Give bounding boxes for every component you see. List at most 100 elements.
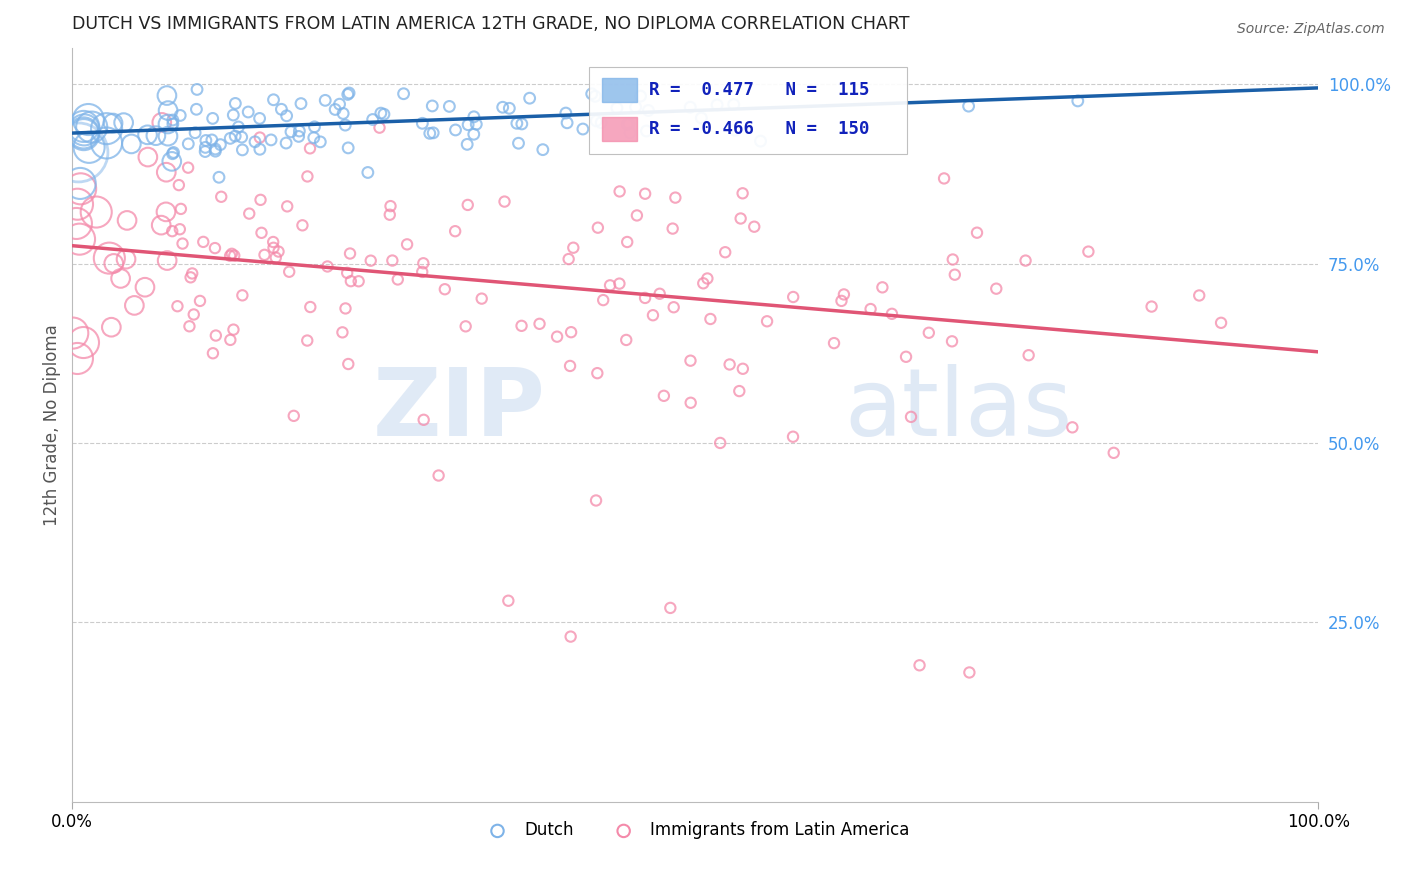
Point <box>155 205 177 219</box>
Point <box>170 202 193 216</box>
Legend: Dutch, Immigrants from Latin America: Dutch, Immigrants from Latin America <box>474 814 917 846</box>
Point <box>184 126 207 140</box>
Point <box>661 221 683 235</box>
Point <box>262 235 284 249</box>
Point <box>832 287 855 301</box>
Point <box>193 235 215 249</box>
Point <box>224 129 246 144</box>
Point <box>80 120 103 134</box>
Point <box>616 235 638 249</box>
Point <box>900 409 922 424</box>
Point <box>156 253 179 268</box>
Point <box>309 135 332 149</box>
Point <box>427 468 450 483</box>
Point <box>66 197 89 211</box>
Point <box>337 357 360 371</box>
Point <box>72 126 94 140</box>
Point <box>298 141 321 155</box>
Point <box>510 318 533 333</box>
Y-axis label: 12th Grade, No Diploma: 12th Grade, No Diploma <box>44 324 60 526</box>
Point <box>557 252 579 266</box>
Point <box>204 241 226 255</box>
Point <box>283 409 305 423</box>
Point <box>120 136 142 151</box>
Point <box>287 129 309 144</box>
Point <box>872 280 894 294</box>
Point <box>335 301 357 316</box>
Point <box>260 133 283 147</box>
Point <box>444 224 467 238</box>
Point <box>782 430 804 444</box>
Point <box>679 100 702 114</box>
Point <box>160 154 183 169</box>
Point <box>659 601 682 615</box>
Point <box>263 241 285 255</box>
Point <box>586 220 609 235</box>
Point <box>228 120 250 134</box>
Point <box>494 194 516 209</box>
Point <box>156 129 179 144</box>
Point <box>562 241 585 255</box>
Point <box>314 94 336 108</box>
Point <box>249 193 271 207</box>
Point <box>599 278 621 293</box>
Point <box>204 142 226 156</box>
Point <box>231 143 253 157</box>
Point <box>290 96 312 111</box>
Point <box>1018 348 1040 362</box>
Point <box>224 96 246 111</box>
Point <box>288 124 311 138</box>
Point <box>194 145 217 159</box>
Point <box>859 301 882 316</box>
Point <box>156 88 179 103</box>
Point <box>396 237 419 252</box>
Point <box>508 136 530 151</box>
Point <box>498 593 520 607</box>
Point <box>278 265 301 279</box>
Point <box>830 293 852 308</box>
Point <box>724 123 747 137</box>
Point <box>1140 300 1163 314</box>
Point <box>1077 244 1099 259</box>
Point <box>84 205 107 219</box>
Point <box>370 106 392 120</box>
Point <box>941 334 963 349</box>
Point <box>204 144 226 158</box>
Point <box>96 136 118 150</box>
Point <box>169 222 191 236</box>
Text: Source: ZipAtlas.com: Source: ZipAtlas.com <box>1237 22 1385 37</box>
Point <box>731 361 754 376</box>
Point <box>194 133 217 147</box>
Point <box>908 658 931 673</box>
Point <box>728 384 751 398</box>
Point <box>957 665 980 680</box>
Point <box>554 106 576 120</box>
Point <box>957 99 980 113</box>
Point <box>250 226 273 240</box>
Point <box>630 89 652 103</box>
Text: DUTCH VS IMMIGRANTS FROM LATIN AMERICA 12TH GRADE, NO DIPLOMA CORRELATION CHART: DUTCH VS IMMIGRANTS FROM LATIN AMERICA 1… <box>72 15 910 33</box>
Point <box>136 150 159 164</box>
Point <box>392 87 415 101</box>
Point <box>498 101 520 115</box>
Point <box>340 274 363 288</box>
Point <box>609 185 631 199</box>
Point <box>332 106 354 120</box>
Point <box>558 359 581 373</box>
Text: R = -0.466   N =  150: R = -0.466 N = 150 <box>650 120 870 138</box>
Point <box>823 336 845 351</box>
Text: ZIP: ZIP <box>373 364 546 456</box>
Point <box>609 277 631 291</box>
Point <box>337 86 360 100</box>
Point <box>411 116 433 130</box>
Point <box>718 358 741 372</box>
Point <box>471 292 494 306</box>
Text: atlas: atlas <box>845 364 1073 456</box>
Point <box>157 103 180 118</box>
Point <box>433 282 456 296</box>
Point <box>679 396 702 410</box>
Point <box>150 115 173 129</box>
Point <box>636 124 658 138</box>
Point <box>156 117 179 131</box>
Point <box>463 110 485 124</box>
